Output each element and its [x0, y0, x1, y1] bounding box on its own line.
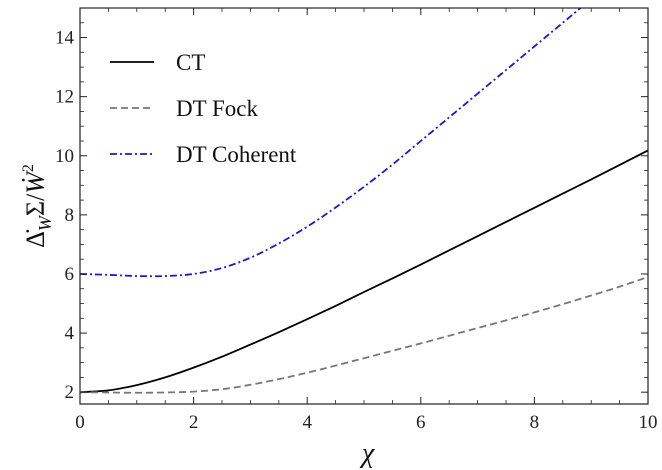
- y-tick-label: 14: [55, 28, 75, 49]
- y-tick-label: 10: [55, 146, 74, 167]
- plot-frame: [79, 7, 649, 405]
- x-tick-label: 2: [189, 412, 199, 433]
- x-tick-label: 6: [416, 412, 426, 433]
- x-axis-label: χ: [359, 438, 375, 469]
- series-layer: [80, 8, 648, 394]
- x-tick-label: 0: [75, 412, 85, 433]
- y-label-mid: Σ/: [21, 193, 50, 216]
- legend-label-ct: CT: [176, 50, 205, 75]
- y-tick-label: 6: [65, 264, 75, 285]
- legend-label-dt-fock: DT Fock: [176, 96, 258, 121]
- y-label-base-sub: W: [35, 214, 55, 231]
- y-label-base: Δ̇: [21, 229, 50, 248]
- y-label-denom: Ẇ: [21, 170, 50, 194]
- y-tick-label: 8: [65, 205, 75, 226]
- legend-label-dt-coherent: DT Coherent: [176, 142, 297, 167]
- x-tick-label: 10: [639, 412, 658, 433]
- series-line-dt-fock: [80, 276, 648, 394]
- y-label-denom-sup: 2: [20, 164, 37, 172]
- y-tick-label: 2: [65, 382, 75, 403]
- x-tick-label: 8: [530, 412, 540, 433]
- series-line-dt-coherent: [80, 8, 582, 278]
- x-tick-label: 4: [302, 412, 312, 433]
- y-axis-label: Δ̇WΣ/Ẇ2: [20, 164, 55, 248]
- y-tick-label: 4: [65, 323, 75, 344]
- y-tick-label: 12: [55, 87, 74, 108]
- series-line-ct: [80, 149, 648, 394]
- legend: CT DT Fock DT Coherent: [110, 50, 297, 167]
